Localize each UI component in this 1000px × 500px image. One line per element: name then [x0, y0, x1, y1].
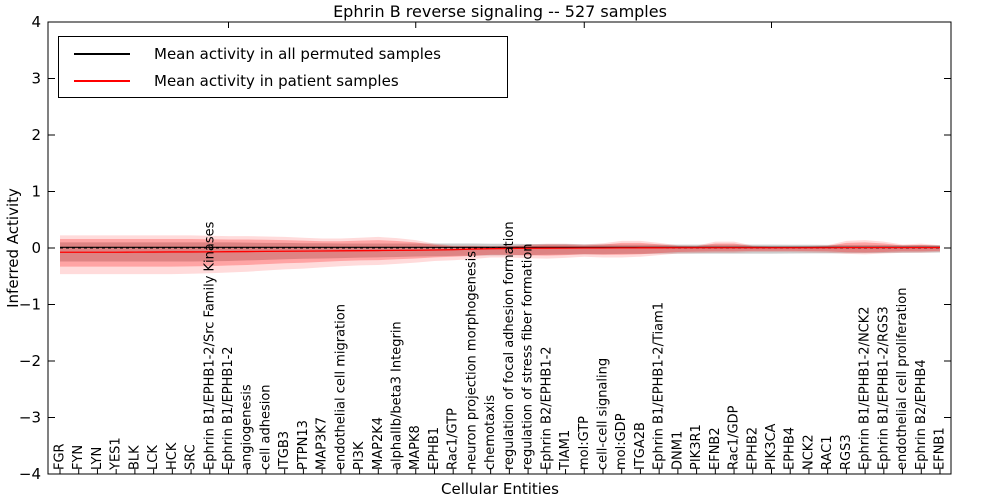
- x-tick-label: DNM1: [670, 431, 685, 470]
- y-tick-label: 3: [31, 70, 41, 88]
- legend: Mean activity in all permuted samples Me…: [58, 36, 508, 98]
- x-tick-label: TIAM1: [558, 430, 573, 471]
- x-tick-label: Ephrin B1/EPHB1-2: [221, 346, 236, 470]
- y-tick-label: 4: [31, 13, 41, 31]
- x-tick-label: Ephrin B2/EPHB4: [914, 359, 929, 470]
- y-axis-label: Inferred Activity: [4, 188, 22, 308]
- x-tick-label: NCK2: [801, 434, 816, 470]
- x-tick-label: FYN: [71, 445, 86, 470]
- x-tick-label: ITGB3: [277, 431, 292, 470]
- y-tick-label: −1: [19, 296, 41, 314]
- x-tick-label: endothelial cell proliferation: [895, 288, 910, 471]
- x-tick-label: Rac1/GDP: [727, 405, 742, 470]
- x-tick-label: Ephrin B2/EPHB1-2: [539, 346, 554, 470]
- x-tick-label: alphaIIb/beta3 Integrin: [390, 321, 405, 470]
- x-tick-label: MAP2K4: [371, 417, 386, 470]
- x-tick-label: HCK: [165, 442, 180, 470]
- x-tick-label: EFNB1: [933, 427, 948, 470]
- x-tick-label: FGR: [53, 443, 68, 470]
- x-tick-label: RGS3: [839, 434, 854, 470]
- x-tick-label: regulation of focal adhesion formation: [502, 221, 517, 470]
- y-tick-label: −2: [19, 352, 41, 370]
- x-tick-label: BLK: [127, 445, 142, 470]
- chart-title: Ephrin B reverse signaling -- 527 sample…: [333, 2, 667, 21]
- patient-band-outer: [60, 235, 940, 275]
- y-tick-label: −4: [19, 465, 41, 483]
- x-tick-label: PI3K: [352, 441, 367, 470]
- x-tick-label: RAC1: [820, 435, 835, 470]
- patient-mean-line: [60, 247, 940, 253]
- x-tick-label: PIK3CA: [764, 423, 779, 470]
- x-tick-label: PIK3R1: [689, 424, 704, 470]
- x-tick-label: Ephrin B1/EPHB1-2/RGS3: [876, 306, 891, 470]
- x-tick-label: SRC: [184, 444, 199, 470]
- x-tick-label: YES1: [109, 437, 124, 471]
- x-tick-label: neuron projection morphogenesis: [464, 251, 479, 470]
- x-tick-label: Ephrin B1/EPHB1-2/NCK2: [858, 306, 873, 470]
- x-tick-label: Rac1/GTP: [446, 408, 461, 470]
- legend-label: Mean activity in all permuted samples: [154, 44, 441, 63]
- x-tick-label: MAP3K7: [315, 417, 330, 470]
- y-tick-label: −3: [19, 409, 41, 427]
- x-tick-label: endothelial cell migration: [333, 304, 348, 470]
- x-tick-label: mol:GDP: [614, 413, 629, 470]
- x-tick-label: EPHB2: [745, 427, 760, 470]
- x-tick-label: MAPK8: [408, 425, 423, 470]
- x-tick-label: EFNB2: [708, 427, 723, 470]
- patient-line-swatch: [74, 79, 130, 82]
- permuted-line-swatch: [74, 52, 130, 55]
- x-tick-label: Ephrin B1/EPHB1-2/Src Family Kinases: [202, 221, 217, 470]
- x-tick-label: Ephrin B1/EPHB1-2/Tiam1: [652, 302, 667, 470]
- x-tick-label: PTPN13: [296, 420, 311, 470]
- x-tick-label: mol:GTP: [577, 416, 592, 470]
- x-tick-label: LYN: [90, 447, 105, 470]
- legend-item-permuted: Mean activity in all permuted samples: [59, 44, 507, 64]
- x-tick-label: cell adhesion: [258, 384, 273, 470]
- x-tick-label: LCK: [146, 445, 161, 470]
- x-tick-label: regulation of stress fiber formation: [521, 243, 536, 470]
- y-tick-label: 1: [31, 183, 41, 201]
- x-tick-label: EPHB1: [427, 427, 442, 470]
- x-tick-label: ITGA2B: [633, 422, 648, 470]
- x-tick-label: cell-cell signaling: [595, 358, 610, 470]
- y-tick-label: 2: [31, 126, 41, 144]
- x-tick-label: EPHB4: [783, 427, 798, 470]
- y-tick-label: 0: [31, 239, 41, 257]
- legend-item-patient: Mean activity in patient samples: [59, 71, 507, 91]
- legend-label: Mean activity in patient samples: [154, 71, 399, 90]
- x-axis-label: Cellular Entities: [441, 480, 559, 498]
- x-tick-label: chemotaxis: [483, 395, 498, 470]
- x-tick-label: angiogenesis: [240, 384, 255, 470]
- patient-band: [60, 238, 940, 267]
